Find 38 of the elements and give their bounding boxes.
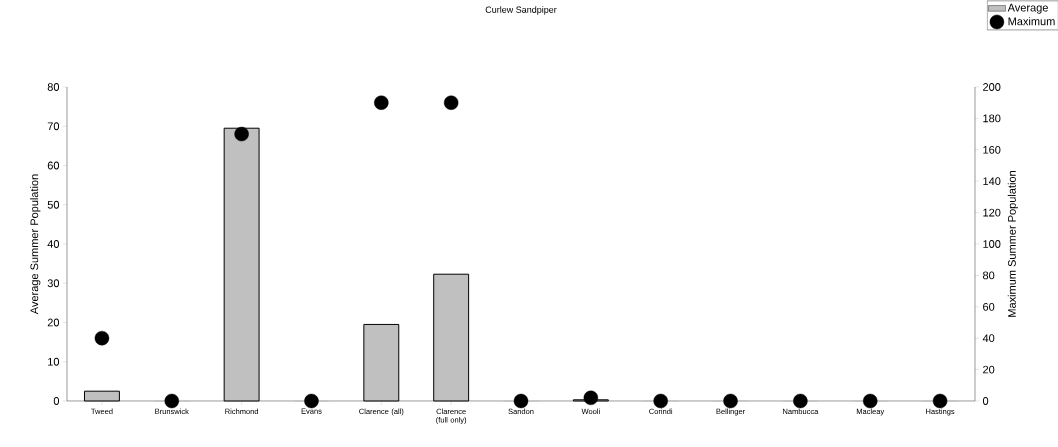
point [164,393,179,409]
y2-tick-label: 60 [983,302,995,311]
point [863,393,878,409]
y2-tick-label: 160 [983,145,1001,154]
y-tick-label: 80 [47,83,60,91]
y-tick-label: 40 [47,240,60,248]
y2-axis-title: Maximum Summer Population [1007,171,1018,317]
y2-tick-label: 20 [983,365,995,374]
y-tick-label: 50 [47,200,60,209]
point [234,126,249,142]
y-tick-label: 30 [47,279,60,288]
y2-tick-label: 80 [983,271,995,280]
y-axis-title: Average Summer Population [30,174,41,315]
point [653,393,668,409]
legend-label: Maximum [1008,17,1055,26]
point [443,95,459,110]
y-tick-label: 0 [53,397,60,405]
point [723,393,738,409]
point [932,393,948,409]
point [793,393,808,409]
y-tick-label: 70 [47,122,60,131]
y2-tick-label: 100 [983,240,1001,248]
y2-tick-label: 120 [983,208,1001,217]
y2-tick-label: 40 [982,334,995,343]
y-tick-label: 20 [47,318,60,327]
point [374,95,389,110]
y2-tick-label: 180 [983,114,1001,123]
y-tick-label: 10 [48,357,60,366]
y2-tick-label: 0 [982,397,989,405]
y2-tick-label: 200 [983,83,1001,91]
point [513,393,529,409]
y-tick-label: 60 [47,161,60,170]
legend-label: Average [1007,3,1048,14]
y2-tick-label: 140 [983,177,1001,186]
point [304,393,319,409]
point [94,330,110,346]
chart-title: Curlew Sandpiper [485,6,557,15]
point [583,390,599,406]
